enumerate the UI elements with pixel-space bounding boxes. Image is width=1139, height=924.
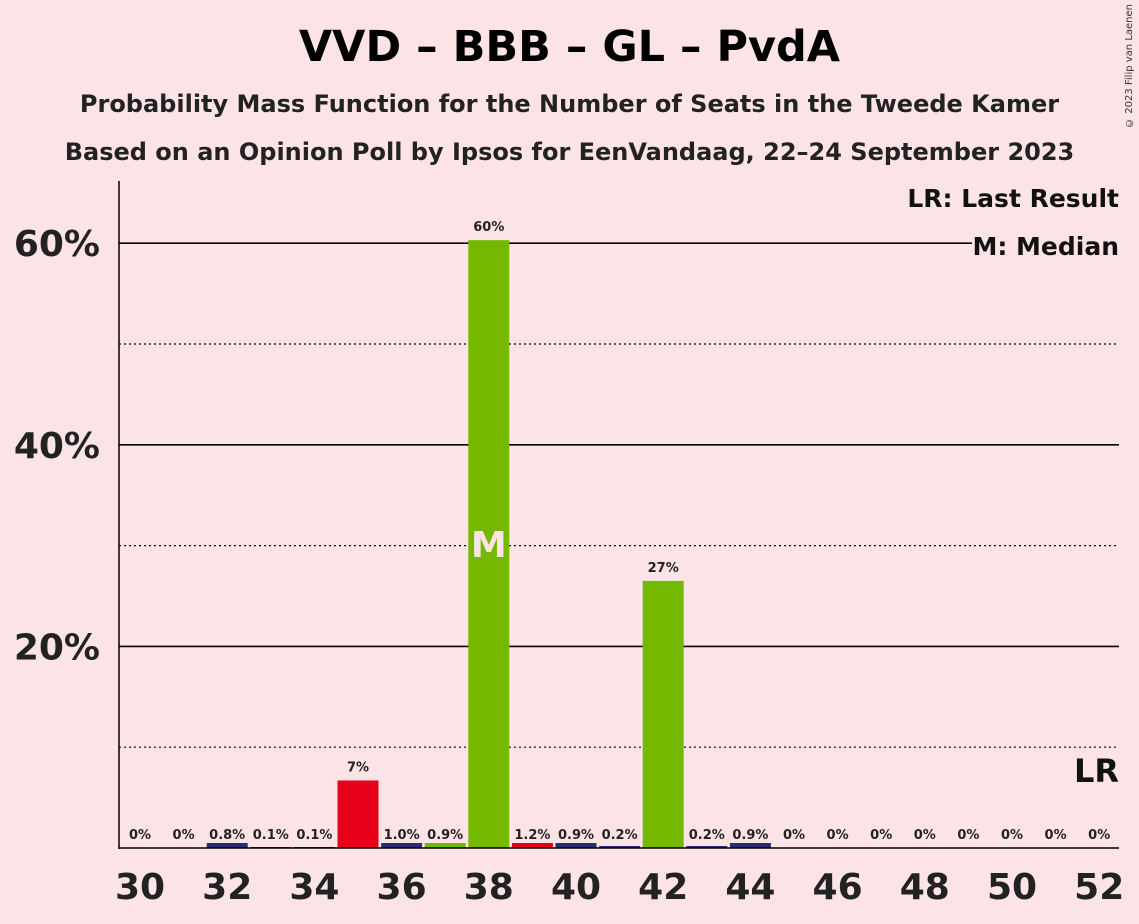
- x-tick-label: 42: [638, 867, 688, 908]
- data-label-background: [162, 825, 205, 843]
- data-label-background: [206, 825, 249, 843]
- y-tick-label: 20%: [14, 627, 100, 668]
- data-label-seat-33: 0.1%: [253, 828, 289, 843]
- data-label-background: [249, 825, 292, 843]
- data-label-background: [860, 825, 903, 843]
- bar-seat-42: [642, 580, 684, 848]
- data-label-seat-51: 0%: [1045, 828, 1067, 843]
- chart-title: VVD – BBB – GL – PvdA: [298, 22, 841, 72]
- x-tick-label: 30: [115, 867, 165, 908]
- data-label-background: [424, 825, 467, 843]
- legend-median: M: Median: [972, 232, 1119, 261]
- data-label-seat-36: 1.0%: [384, 828, 420, 843]
- x-tick-label: 48: [900, 867, 950, 908]
- data-label-background: [119, 825, 161, 843]
- last-result-marker: LR: [1073, 752, 1119, 790]
- data-label-background: [729, 825, 772, 843]
- x-tick-label: 40: [551, 867, 601, 908]
- data-label-background: [293, 825, 336, 843]
- data-label-seat-49: 0%: [957, 828, 979, 843]
- data-label-seat-38: 60%: [473, 220, 504, 235]
- data-label-background: [947, 825, 990, 843]
- x-tick-label: 34: [289, 867, 339, 908]
- y-tick-label: 60%: [14, 224, 100, 265]
- data-label-seat-45: 0%: [783, 828, 805, 843]
- data-label-seat-46: 0%: [827, 828, 849, 843]
- data-label-seat-48: 0%: [914, 828, 936, 843]
- data-label-background: [380, 825, 423, 843]
- x-tick-label: 38: [464, 867, 514, 908]
- bar-seat-40: [555, 838, 597, 848]
- median-marker: M: [471, 525, 507, 566]
- legend-last-result: LR: Last Result: [907, 184, 1119, 213]
- data-label-seat-41: 0.2%: [602, 828, 638, 843]
- data-label-seat-43: 0.2%: [689, 828, 725, 843]
- data-label-seat-34: 0.1%: [296, 828, 332, 843]
- bar-seat-41: [599, 845, 641, 848]
- data-label-background: [991, 825, 1033, 843]
- bar-seat-37: [424, 838, 466, 848]
- data-label-seat-30: 0%: [129, 828, 151, 843]
- data-label-background: [685, 825, 728, 843]
- x-tick-label: 52: [1074, 867, 1124, 908]
- y-tick-label: 40%: [14, 426, 100, 467]
- data-label-seat-50: 0%: [1001, 828, 1023, 843]
- data-label-seat-52: 0%: [1088, 828, 1110, 843]
- x-tick-label: 50: [987, 867, 1037, 908]
- bar-seat-32: [206, 839, 248, 848]
- data-label-background: [816, 825, 859, 843]
- data-label-seat-32: 0.8%: [209, 828, 245, 843]
- data-label-seat-44: 0.9%: [732, 828, 768, 843]
- data-label-background: [642, 557, 685, 576]
- bar-seat-35: [337, 780, 379, 848]
- data-label-background: [773, 825, 815, 843]
- data-label-background: [598, 825, 641, 843]
- bar-seat-38: [468, 240, 510, 848]
- x-tick-label: 36: [377, 867, 427, 908]
- data-label-background: [555, 825, 597, 843]
- data-label-seat-47: 0%: [870, 828, 892, 843]
- bar-seat-43: [686, 845, 728, 848]
- x-tick-label: 44: [725, 867, 775, 908]
- bar-seat-44: [729, 838, 771, 848]
- data-label-seat-42: 27%: [648, 561, 679, 576]
- data-label-seat-40: 0.9%: [558, 828, 594, 843]
- data-label-seat-31: 0%: [173, 828, 195, 843]
- data-label-seat-35: 7%: [347, 760, 369, 775]
- data-label-seat-37: 0.9%: [427, 828, 463, 843]
- data-label-background: [1078, 825, 1121, 843]
- data-label-background: [511, 825, 554, 843]
- chart-subtitle: Probability Mass Function for the Number…: [79, 90, 1060, 118]
- data-label-seat-39: 1.2%: [514, 828, 550, 843]
- x-tick-label: 32: [202, 867, 252, 908]
- chart-subtitle-source: Based on an Opinion Poll by Ipsos for Ee…: [64, 138, 1075, 166]
- data-label-background: [337, 757, 379, 776]
- data-label-background: [467, 217, 510, 236]
- data-label-background: [1034, 825, 1077, 843]
- data-label-background: [903, 825, 946, 843]
- x-tick-label: 46: [813, 867, 863, 908]
